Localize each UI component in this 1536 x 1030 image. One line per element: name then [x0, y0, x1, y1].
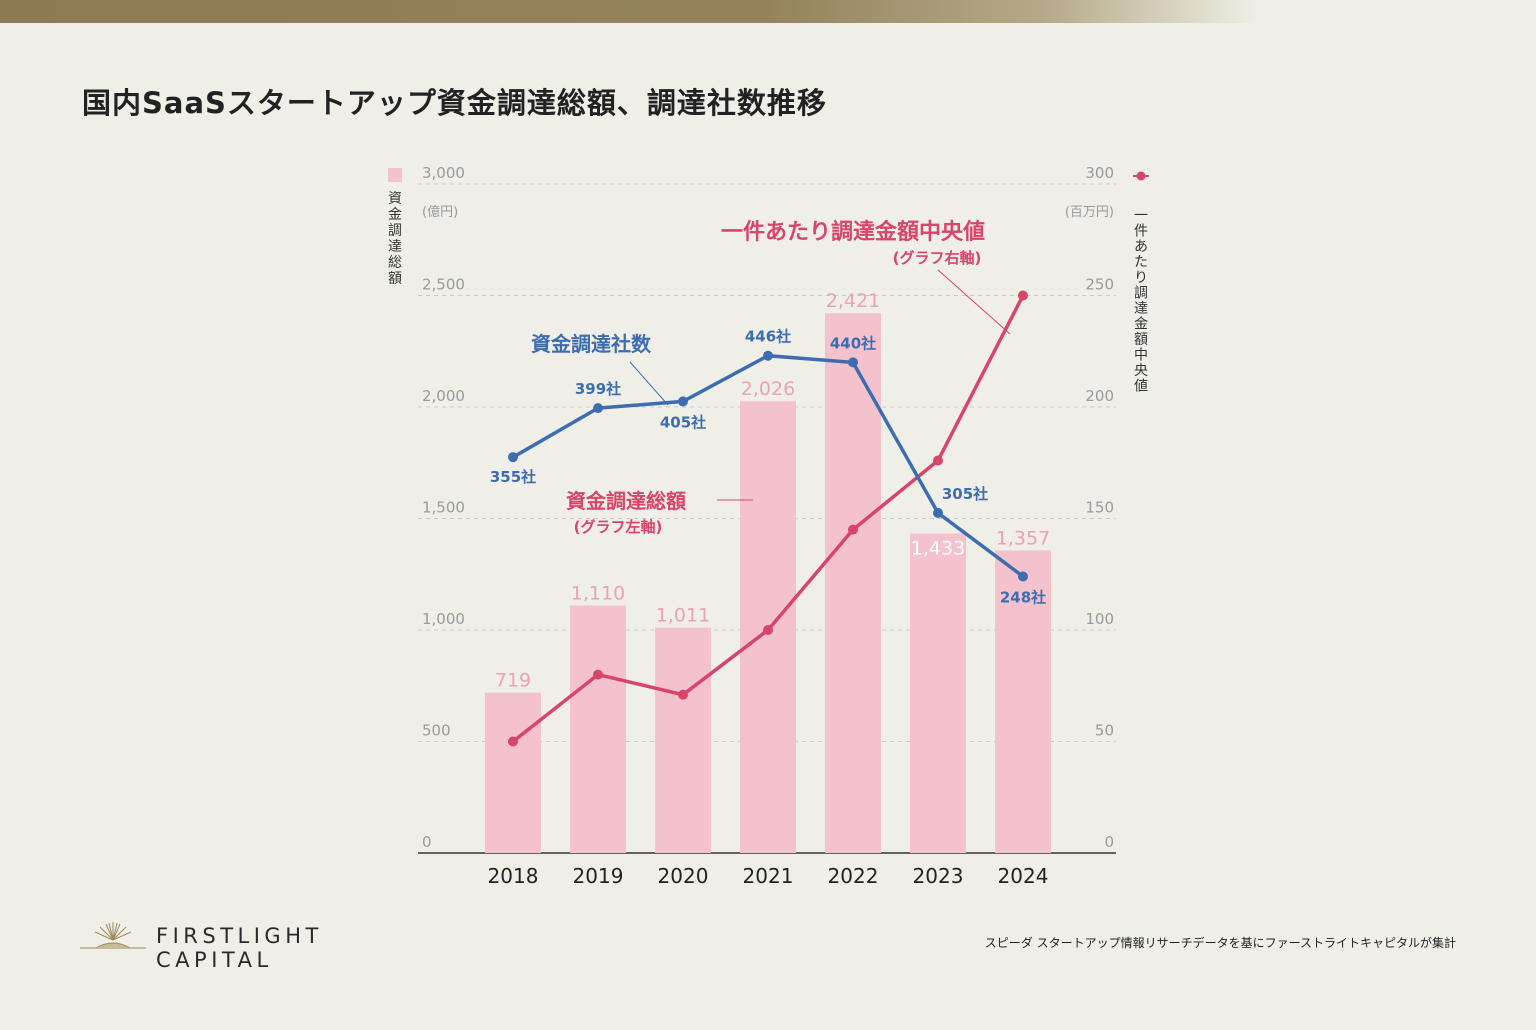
median-amount-point [848, 524, 858, 535]
right-axis-title-char: 中 [1134, 348, 1148, 364]
company-count-point [933, 507, 943, 518]
company-count-label: 446社 [745, 328, 791, 346]
left-tick-label: 500 [422, 722, 451, 740]
left-tick-label: 3,000 [422, 164, 465, 182]
bar [995, 550, 1051, 853]
right-tick-label: 100 [1085, 610, 1114, 628]
bar-value-label: 719 [495, 670, 531, 692]
blue-leader-line [629, 361, 669, 406]
right-axis-title-char: 件 [1134, 224, 1148, 240]
right-axis-title-char: り [1134, 270, 1148, 286]
sunrise-logo-icon [80, 922, 146, 949]
company-count-point [763, 350, 773, 361]
bar-value-label: 1,011 [656, 605, 710, 627]
right-tick-label: 150 [1085, 499, 1114, 517]
bar [485, 692, 541, 853]
x-tick-label: 2019 [573, 864, 624, 888]
left-axis-title-char: 額 [388, 271, 402, 287]
right-tick-label: 250 [1085, 276, 1114, 294]
bar [655, 627, 711, 853]
left-axis-title-char: 総 [388, 255, 402, 271]
x-tick-label: 2021 [743, 864, 794, 888]
company-count-label: 440社 [830, 334, 876, 352]
company-count-label: 355社 [490, 468, 536, 486]
right-axis-title-char: 調 [1134, 286, 1148, 302]
left-tick-label: 1,000 [422, 610, 465, 628]
right-axis-title-char: 央 [1134, 363, 1148, 379]
right-tick-label: 200 [1085, 387, 1114, 405]
right-axis-title-char: た [1134, 255, 1148, 271]
right-axis-title-char: 値 [1134, 379, 1148, 395]
median-amount-point [508, 736, 518, 747]
company-count-point [508, 452, 518, 463]
company-count-point [848, 357, 858, 368]
right-tick-label: 300 [1085, 164, 1114, 182]
line-leader-line [937, 269, 1011, 335]
company-count-label: 405社 [660, 413, 706, 431]
bar-value-label: 1,110 [571, 582, 625, 604]
right-axis-unit: (百万円) [1065, 205, 1114, 220]
bar-value-label: 2,421 [826, 290, 880, 312]
line-series-title: 一件あたり調達金額中央値 [721, 219, 985, 245]
bar-series-title: 資金調達総額 [566, 489, 686, 513]
bar [570, 605, 626, 853]
median-amount-point [1018, 290, 1028, 301]
source-note: スピーダ スタートアップ情報リサーチデータを基にファーストライトキャピタルが集計 [984, 936, 1456, 950]
company-count-point [678, 396, 688, 407]
bar [825, 313, 881, 853]
right-axis-title-char: 達 [1134, 301, 1148, 317]
x-tick-label: 2020 [658, 864, 709, 888]
left-axis-unit: (億円) [422, 204, 458, 220]
logo-wordmark: FIRSTLIGHT CAPITAL [156, 924, 323, 972]
right-axis-title-char: 金 [1134, 317, 1148, 333]
blue-series-title: 資金調達社数 [531, 332, 652, 356]
bar-series-subtitle: (グラフ左軸) [574, 518, 663, 536]
median-amount-point [933, 455, 943, 466]
left-axis-title-char: 調 [388, 223, 402, 239]
right-axis-title-char: あ [1134, 239, 1148, 255]
median-amount-point [593, 669, 603, 680]
bar-value-label: 1,433 [911, 537, 965, 559]
top-accent-bar [0, 0, 1536, 23]
x-tick-label: 2024 [998, 864, 1049, 888]
right-tick-label: 50 [1095, 722, 1114, 740]
left-axis-title-char: 資 [388, 191, 402, 207]
company-count-label: 399社 [575, 380, 621, 398]
bar-value-label: 2,026 [741, 378, 795, 400]
left-tick-label: 2,000 [422, 387, 465, 405]
left-axis-title-char: 達 [388, 239, 402, 255]
page-title: 国内SaaSスタートアップ資金調達総額、調達社数推移 [82, 86, 827, 120]
right-tick-label: 0 [1104, 833, 1114, 851]
median-amount-point [763, 625, 773, 635]
left-tick-label: 1,500 [422, 499, 465, 517]
company-logo: FIRSTLIGHT CAPITAL [78, 918, 438, 972]
bar-value-label: 1,357 [996, 527, 1050, 549]
company-count-point [1018, 571, 1028, 582]
company-count-point [593, 403, 603, 414]
right-axis-title-char: 額 [1134, 332, 1148, 348]
x-tick-label: 2018 [488, 864, 539, 888]
left-tick-label: 2,500 [422, 276, 465, 294]
median-amount-point [678, 689, 688, 700]
right-axis-title-char: 一 [1134, 208, 1148, 224]
x-tick-label: 2022 [828, 864, 879, 888]
line-series-subtitle: (グラフ右軸) [893, 249, 982, 267]
left-tick-label: 0 [422, 833, 432, 851]
company-count-label: 305社 [942, 485, 988, 503]
bar [910, 533, 966, 853]
left-axis-title-char: 金 [388, 207, 402, 223]
company-count-label: 248社 [1000, 588, 1046, 606]
line-legend-dot [1136, 171, 1146, 181]
bar-legend-swatch [388, 168, 402, 182]
x-tick-label: 2023 [913, 864, 964, 888]
